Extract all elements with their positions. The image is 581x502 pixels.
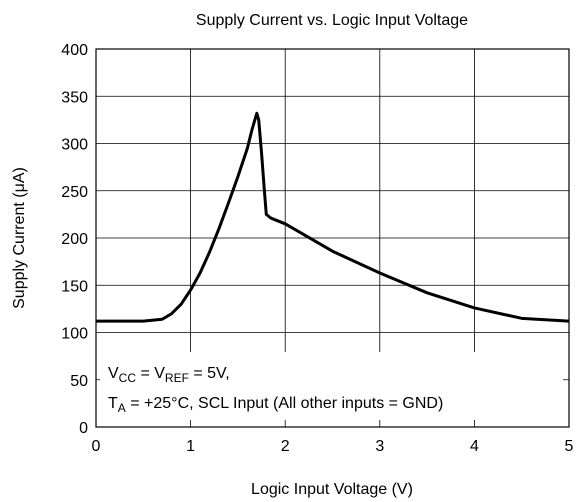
y-tick-label: 250 xyxy=(61,184,88,201)
y-tick-label: 50 xyxy=(70,373,88,390)
annotation-background xyxy=(100,352,563,420)
x-tick-label: 4 xyxy=(470,438,479,455)
annotation: TA = +25°C, SCL Input (All other inputs … xyxy=(108,395,443,415)
annotation-text: T xyxy=(108,395,118,412)
annotation-text: V xyxy=(108,365,119,382)
chart-title: Supply Current vs. Logic Input Voltage xyxy=(196,12,468,29)
data-line xyxy=(96,111,570,323)
x-tick-label: 2 xyxy=(281,438,290,455)
y-tick-label: 100 xyxy=(61,326,88,343)
subscript: REF xyxy=(165,371,189,385)
x-tick-label: 1 xyxy=(186,438,195,455)
y-tick-label: 300 xyxy=(61,137,88,154)
annotation-text: = +25°C, SCL Input (All other inputs = G… xyxy=(126,395,444,412)
y-tick-label: 150 xyxy=(61,278,88,295)
y-tick-label: 350 xyxy=(61,89,88,106)
x-tick-label: 0 xyxy=(92,438,101,455)
annotation: VCC = VREF = 5V, xyxy=(108,365,230,385)
annotation-text: = V xyxy=(136,365,165,382)
y-tick-label: 0 xyxy=(79,420,88,437)
x-tick-label: 3 xyxy=(375,438,384,455)
x-axis-label: Logic Input Voltage (V) xyxy=(251,481,413,498)
subscript: A xyxy=(118,401,126,415)
plot-frame xyxy=(95,48,570,428)
annotation-text: = 5V, xyxy=(189,365,230,382)
y-tick-label: 200 xyxy=(61,231,88,248)
y-tick-label: 400 xyxy=(61,42,88,59)
x-tick-label: 5 xyxy=(565,438,574,455)
y-axis-label: Supply Current (μA) xyxy=(11,167,28,309)
subscript: CC xyxy=(119,371,137,385)
